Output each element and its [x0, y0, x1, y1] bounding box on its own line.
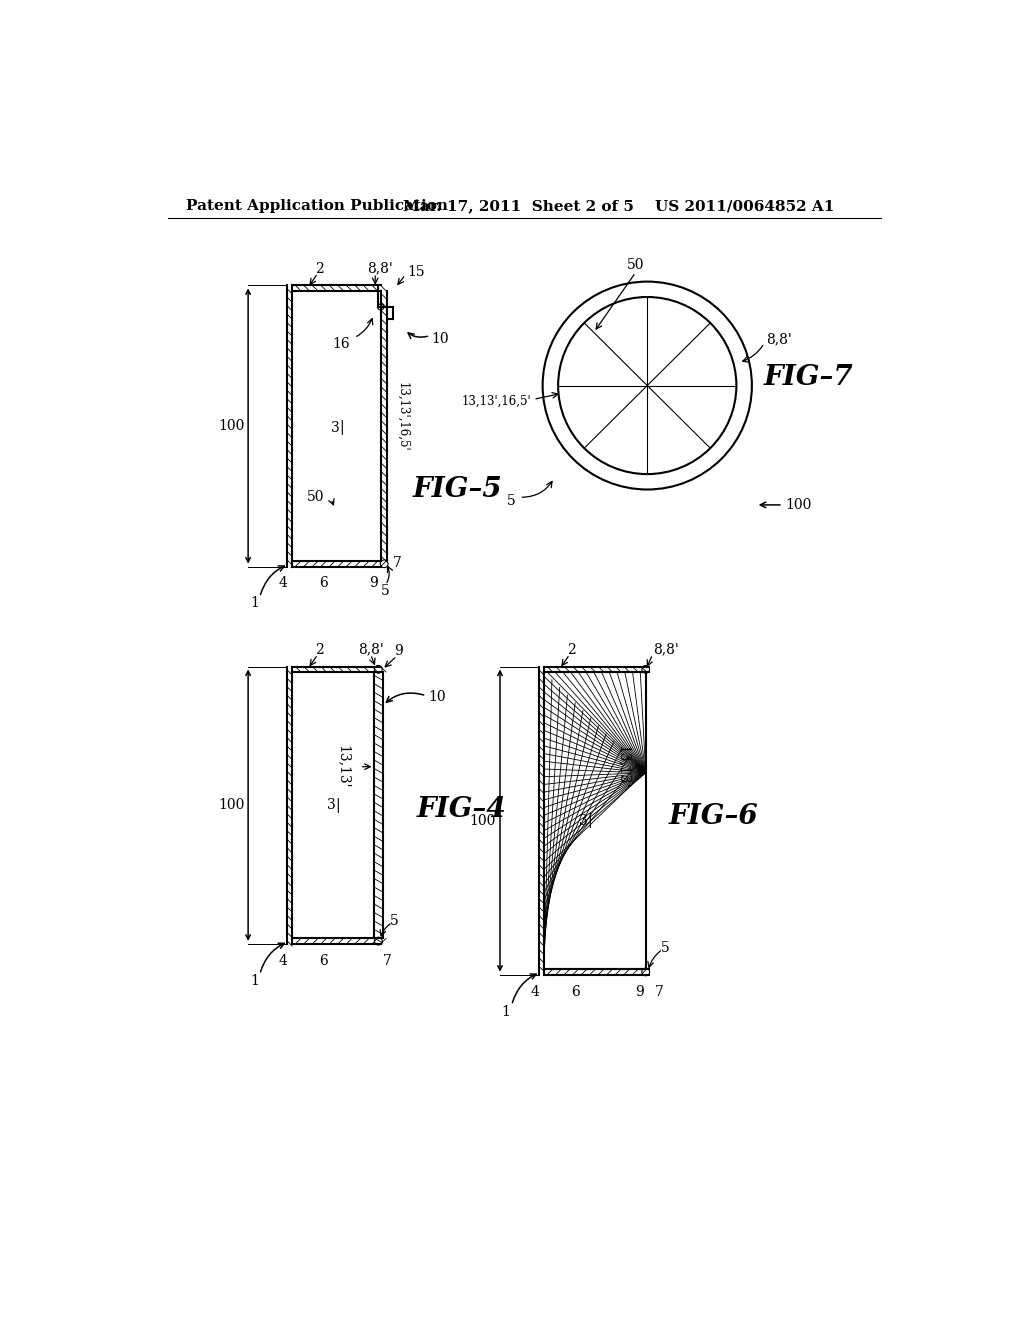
Text: 1: 1	[250, 597, 259, 610]
Text: US 2011/0064852 A1: US 2011/0064852 A1	[655, 199, 835, 213]
Text: 5: 5	[507, 494, 516, 508]
Text: 3: 3	[579, 813, 588, 828]
Text: 9: 9	[394, 644, 402, 659]
Text: 6: 6	[318, 577, 328, 590]
Text: FIG–6: FIG–6	[669, 804, 758, 830]
Text: 6: 6	[318, 954, 328, 968]
Text: 100: 100	[218, 418, 245, 433]
Text: 6: 6	[570, 985, 580, 998]
Text: FIG–5: FIG–5	[413, 477, 502, 503]
Text: 50: 50	[627, 257, 644, 272]
Text: 2: 2	[315, 261, 324, 276]
Text: 9: 9	[635, 985, 644, 998]
Text: 100: 100	[785, 498, 812, 512]
Text: 5: 5	[381, 585, 390, 598]
Text: 5: 5	[660, 941, 670, 954]
Text: Patent Application Publication: Patent Application Publication	[186, 199, 449, 213]
Text: 50: 50	[307, 490, 325, 504]
Text: 8,8': 8,8'	[367, 261, 393, 276]
Text: 3: 3	[327, 799, 336, 812]
Text: FIG–7: FIG–7	[764, 364, 853, 391]
Text: 9: 9	[370, 577, 378, 590]
Text: |: |	[339, 420, 343, 436]
Text: 2: 2	[315, 643, 324, 656]
Text: 7: 7	[393, 556, 402, 570]
Text: 1: 1	[502, 1005, 511, 1019]
Text: 2: 2	[567, 643, 575, 656]
Text: 4: 4	[279, 577, 288, 590]
Text: 10: 10	[428, 690, 445, 705]
Text: |: |	[335, 797, 340, 813]
Text: Mar. 17, 2011  Sheet 2 of 5: Mar. 17, 2011 Sheet 2 of 5	[403, 199, 634, 213]
Text: 5: 5	[389, 913, 398, 928]
Text: 8,8': 8,8'	[766, 333, 792, 346]
Text: 4: 4	[279, 954, 288, 968]
Text: 4: 4	[530, 985, 540, 998]
Text: 13,13',16,5': 13,13',16,5'	[396, 381, 410, 451]
Text: 8,8': 8,8'	[357, 643, 383, 656]
Text: 100: 100	[470, 813, 496, 828]
Text: 1: 1	[250, 974, 259, 987]
Text: FIG–4: FIG–4	[417, 796, 506, 822]
Text: 16: 16	[333, 337, 350, 351]
Text: 13,13',16,5': 13,13',16,5'	[462, 395, 531, 408]
Text: |: |	[587, 813, 592, 828]
Text: 15: 15	[407, 264, 425, 279]
Text: 13,13': 13,13'	[337, 744, 350, 788]
Text: 8,8': 8,8'	[652, 643, 679, 656]
Text: 7: 7	[655, 985, 665, 998]
Text: 13,13': 13,13'	[616, 744, 630, 788]
Text: 3: 3	[331, 421, 339, 434]
Text: 7: 7	[383, 954, 392, 968]
Text: 100: 100	[218, 799, 245, 812]
Text: 10: 10	[432, 333, 450, 346]
